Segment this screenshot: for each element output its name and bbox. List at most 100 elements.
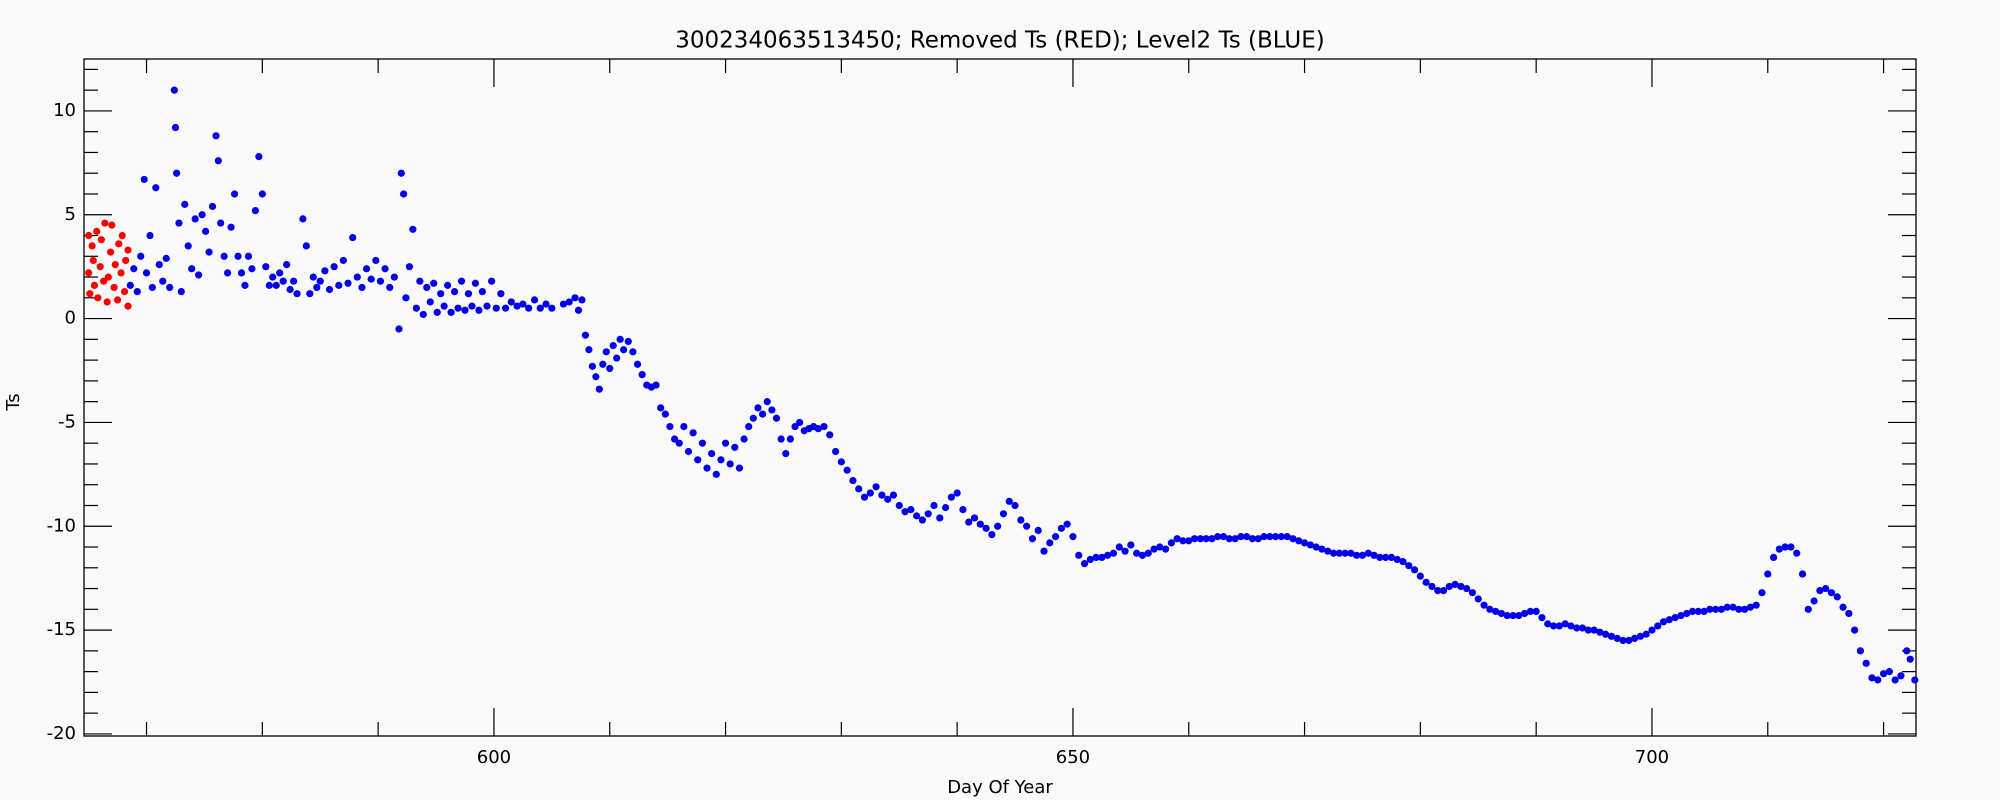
data-point <box>1868 674 1876 682</box>
data-point <box>316 277 324 285</box>
data-point <box>745 422 753 431</box>
y-tick-label: 5 <box>65 204 76 225</box>
data-point <box>708 449 716 458</box>
data-point <box>248 265 256 273</box>
data-point <box>276 269 284 277</box>
data-point <box>1816 587 1824 595</box>
data-point <box>1382 553 1390 562</box>
data-point <box>1769 553 1778 562</box>
data-point <box>772 414 781 422</box>
data-point <box>1092 553 1100 562</box>
y-tick-label: -20 <box>47 723 76 744</box>
data-point <box>269 273 277 281</box>
data-point <box>1746 603 1755 611</box>
data-point <box>93 227 101 235</box>
data-point <box>166 283 174 292</box>
data-point <box>89 256 97 265</box>
data-point <box>1903 647 1911 655</box>
data-point <box>666 422 674 431</box>
data-point <box>335 281 343 289</box>
data-point <box>313 283 321 292</box>
data-point <box>146 231 154 240</box>
data-point <box>796 418 804 427</box>
data-point <box>1700 607 1708 615</box>
data-point <box>1578 624 1587 632</box>
data-point <box>1775 545 1783 553</box>
data-point <box>214 157 222 165</box>
data-point <box>1839 603 1847 611</box>
data-point <box>1324 547 1332 555</box>
data-point <box>1231 535 1239 543</box>
data-point <box>814 425 822 433</box>
data-point <box>1121 547 1129 555</box>
data-point <box>565 298 573 306</box>
data-point <box>1410 566 1419 574</box>
data-point <box>1358 551 1367 559</box>
data-point <box>670 435 679 443</box>
data-point <box>227 223 235 231</box>
data-point <box>1561 620 1569 628</box>
data-point <box>1434 587 1442 595</box>
data-point <box>1063 520 1071 528</box>
data-point <box>152 184 160 192</box>
data-point <box>652 381 660 389</box>
data-point <box>444 281 452 289</box>
data-point <box>1538 614 1546 622</box>
data-point <box>629 348 637 356</box>
data-point <box>440 302 448 310</box>
data-point <box>395 325 403 333</box>
data-point <box>1584 626 1592 634</box>
data-point <box>117 269 125 277</box>
data-point <box>1179 537 1187 545</box>
data-point <box>94 294 102 302</box>
data-point <box>497 290 505 298</box>
data-point <box>272 281 280 289</box>
data-point <box>447 308 455 316</box>
data-point <box>620 346 628 354</box>
data-point <box>1439 587 1448 595</box>
data-point <box>306 290 314 298</box>
data-point <box>542 300 550 308</box>
data-point <box>731 443 739 451</box>
data-point <box>855 485 863 493</box>
data-point <box>450 287 459 296</box>
data-point <box>124 302 132 310</box>
data-point <box>1005 497 1013 505</box>
data-point <box>826 431 834 439</box>
data-point <box>684 447 693 456</box>
data-point <box>507 298 515 306</box>
data-point <box>201 227 210 235</box>
data-point <box>107 248 115 256</box>
data-point <box>1161 545 1170 553</box>
data-point <box>849 476 857 485</box>
data-point <box>437 290 445 298</box>
data-point <box>988 530 996 539</box>
data-point <box>1353 551 1361 559</box>
data-point <box>581 331 590 339</box>
data-point <box>525 304 533 312</box>
data-point <box>279 277 287 285</box>
data-point <box>1289 535 1297 543</box>
data-point <box>475 306 483 314</box>
data-point <box>1416 572 1424 580</box>
data-point <box>763 398 771 406</box>
data-point <box>759 410 767 418</box>
data-point <box>1312 543 1320 551</box>
data-point <box>1729 603 1737 611</box>
data-point <box>468 302 476 310</box>
data-point <box>1173 535 1181 543</box>
data-point <box>1098 553 1106 562</box>
data-point <box>142 269 151 277</box>
data-point <box>457 277 466 285</box>
data-point <box>1260 533 1268 541</box>
data-point <box>286 285 294 294</box>
data-point <box>1712 605 1720 613</box>
data-point <box>1642 630 1650 638</box>
data-point <box>1567 622 1575 630</box>
data-point <box>1752 601 1760 609</box>
data-point <box>895 501 903 510</box>
data-point <box>712 470 720 478</box>
data-point <box>1497 609 1506 618</box>
data-point <box>159 277 167 285</box>
